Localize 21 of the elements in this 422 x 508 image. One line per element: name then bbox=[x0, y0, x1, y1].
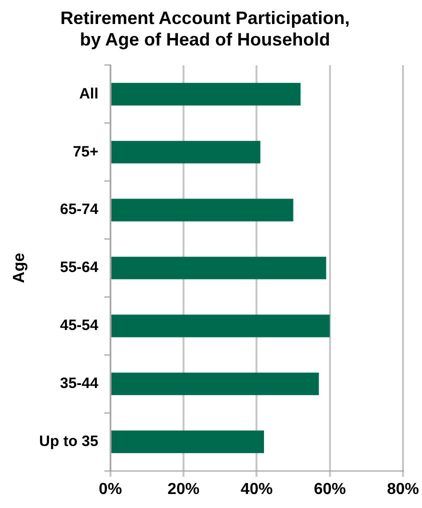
bar bbox=[111, 140, 260, 164]
x-tick-label: 80% bbox=[386, 480, 420, 498]
x-tick-label: 40% bbox=[240, 480, 273, 498]
bar bbox=[111, 314, 330, 338]
y-tick-label: 45-54 bbox=[60, 317, 100, 334]
y-tick-label: All bbox=[79, 85, 98, 102]
x-tick-label: 20% bbox=[168, 480, 200, 498]
bar bbox=[111, 430, 264, 454]
bar bbox=[111, 372, 319, 396]
bar bbox=[111, 82, 301, 106]
y-tick-label: 75+ bbox=[72, 143, 99, 160]
bar bbox=[111, 198, 294, 222]
x-tick-label: 60% bbox=[314, 480, 346, 498]
y-tick-label: 35-44 bbox=[60, 375, 100, 392]
x-tick-label: 0% bbox=[98, 480, 122, 498]
chart-title: Retirement Account Participation, by Age of Head of Household bbox=[60, 8, 350, 50]
y-axis-title: Age bbox=[11, 252, 28, 284]
y-tick-label: 65-74 bbox=[60, 201, 100, 218]
y-tick-label: 55-64 bbox=[60, 259, 100, 276]
bar bbox=[111, 256, 326, 280]
y-tick-label: Up to 35 bbox=[39, 432, 98, 450]
